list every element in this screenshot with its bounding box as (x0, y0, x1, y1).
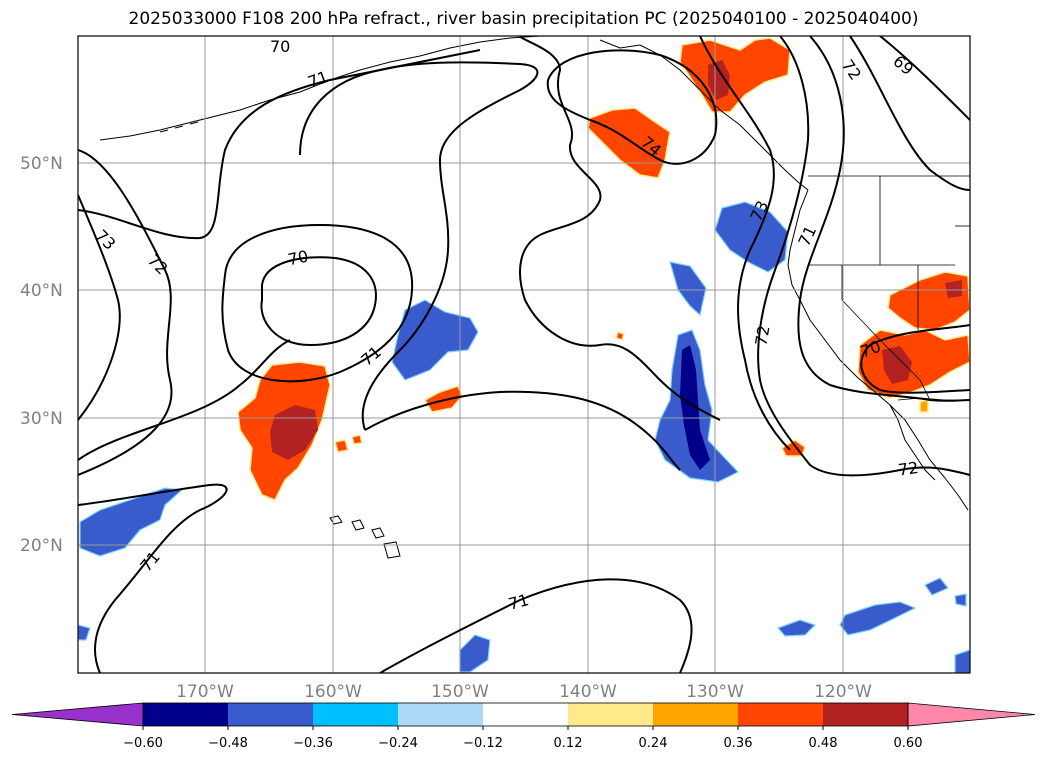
contour-70-east (849, 36, 970, 191)
contour-label: 70 (286, 246, 310, 269)
lat-label: 50°N (20, 154, 63, 174)
contour-70-california (860, 324, 970, 394)
negative-area-west-small (78, 624, 91, 641)
longitude-labels: 170°W 160°W 150°W 140°W 130°W 120°W (176, 682, 872, 702)
colorbar-segment (823, 703, 908, 726)
ocean-background (78, 36, 970, 673)
positive-core-nevada (945, 280, 962, 298)
contour-71-middle (299, 61, 539, 431)
positive-area-tiny-dot (615, 331, 625, 341)
lon-label: 120°W (814, 682, 872, 702)
positive-area-tiny-dot-2 (919, 399, 929, 413)
colorbar-segment (143, 703, 228, 726)
graticule (78, 36, 970, 673)
contour-71-ring (221, 223, 414, 383)
lat-label: 20°N (20, 536, 63, 556)
colorbar-tick-label: −0.60 (123, 736, 163, 751)
contour-label: 70 (270, 37, 290, 56)
positive-area-california (857, 329, 970, 399)
negative-area-corner (954, 649, 970, 673)
contour-72-lower (364, 390, 681, 471)
colorbar-segment (228, 703, 313, 726)
positive-area-gulf-alaska (587, 107, 671, 179)
colorbar: −0.60 −0.48 −0.36 −0.24 −0.12 0.12 0.24 0.36 0.4… (11, 702, 1036, 751)
map-title: 2025033000 F108 200 hPa refract., river … (128, 9, 919, 29)
lat-label: 30°N (20, 409, 63, 429)
lon-label: 140°W (559, 682, 617, 702)
positive-area-hawaii-tiny-1 (334, 439, 349, 453)
positive-anomaly-areas (237, 37, 970, 501)
positive-core-hawaii-west (270, 405, 318, 460)
contour-70-closed (260, 256, 377, 347)
positive-core-alaska-panhandle (708, 60, 730, 100)
contour-72-west (78, 149, 173, 476)
lat-label: 40°N (20, 281, 63, 301)
lon-label: 160°W (304, 682, 362, 702)
positive-area-hawaii-tiny-2 (351, 434, 363, 445)
colorbar-tick-label: −0.24 (378, 736, 418, 751)
contour-label: 72 (897, 458, 920, 480)
colorbar-frame (142, 702, 909, 727)
colorbar-segment (738, 703, 823, 726)
colorbar-extend-left (11, 702, 144, 727)
colorbar-tick-label: −0.12 (463, 736, 503, 751)
colorbar-segment (398, 703, 483, 726)
contour-71-east (797, 36, 970, 402)
contour-74 (546, 49, 718, 165)
colorbar-tick-label: −0.36 (293, 736, 333, 751)
lon-label: 130°W (686, 682, 744, 702)
contour-73-west (78, 194, 121, 421)
colorbar-tick-label: 0.12 (554, 736, 583, 751)
north-america-west-coast (787, 189, 969, 511)
colorbar-segment (483, 703, 568, 726)
negative-area-west (79, 487, 184, 557)
negative-area-southeast-2 (776, 619, 817, 637)
contour-71-left-lower (78, 339, 291, 461)
colorbar-segment (313, 703, 398, 726)
contour-71-central (519, 36, 721, 421)
colorbar-tick-label: 0.24 (639, 736, 668, 751)
map-panel: 70 71 69 74 73 72 70 71 73 72 71 72 70 7… (78, 36, 970, 673)
lon-label: 170°W (176, 682, 234, 702)
refractivity-contours (78, 36, 970, 673)
negative-area-southeast-3 (924, 577, 949, 596)
colorbar-tick-label: 0.48 (809, 736, 838, 751)
alaska-coastline-2 (599, 39, 809, 191)
aleutian-islands (159, 121, 199, 133)
map-frame (77, 35, 971, 674)
negative-area-southeast-4 (954, 593, 967, 607)
contour-69 (879, 36, 970, 121)
latitude-labels: 50°N 40°N 30°N 20°N (20, 154, 63, 556)
contour-label: 71 (506, 590, 531, 614)
contour-71-south-arc (379, 578, 693, 673)
colorbar-segment (568, 703, 653, 726)
contour-73-east (699, 36, 791, 451)
colorbar-tick-label: 0.36 (724, 736, 753, 751)
contour-71-south (78, 483, 228, 673)
colorbar-segment (653, 703, 738, 726)
colorbar-tick-label: −0.48 (208, 736, 248, 751)
lon-label: 150°W (431, 682, 489, 702)
contour-label: 72 (751, 324, 773, 347)
colorbar-ticks: −0.60 −0.48 −0.36 −0.24 −0.12 0.12 0.24 0.36 0.4… (123, 726, 922, 751)
positive-core-california (882, 346, 912, 384)
colorbar-segments (11, 702, 1036, 727)
contour-72-east (757, 36, 970, 477)
colorbar-extend-right (907, 702, 1036, 727)
colorbar-tick-label: 0.60 (894, 736, 923, 751)
hawaii-islands (329, 515, 401, 559)
